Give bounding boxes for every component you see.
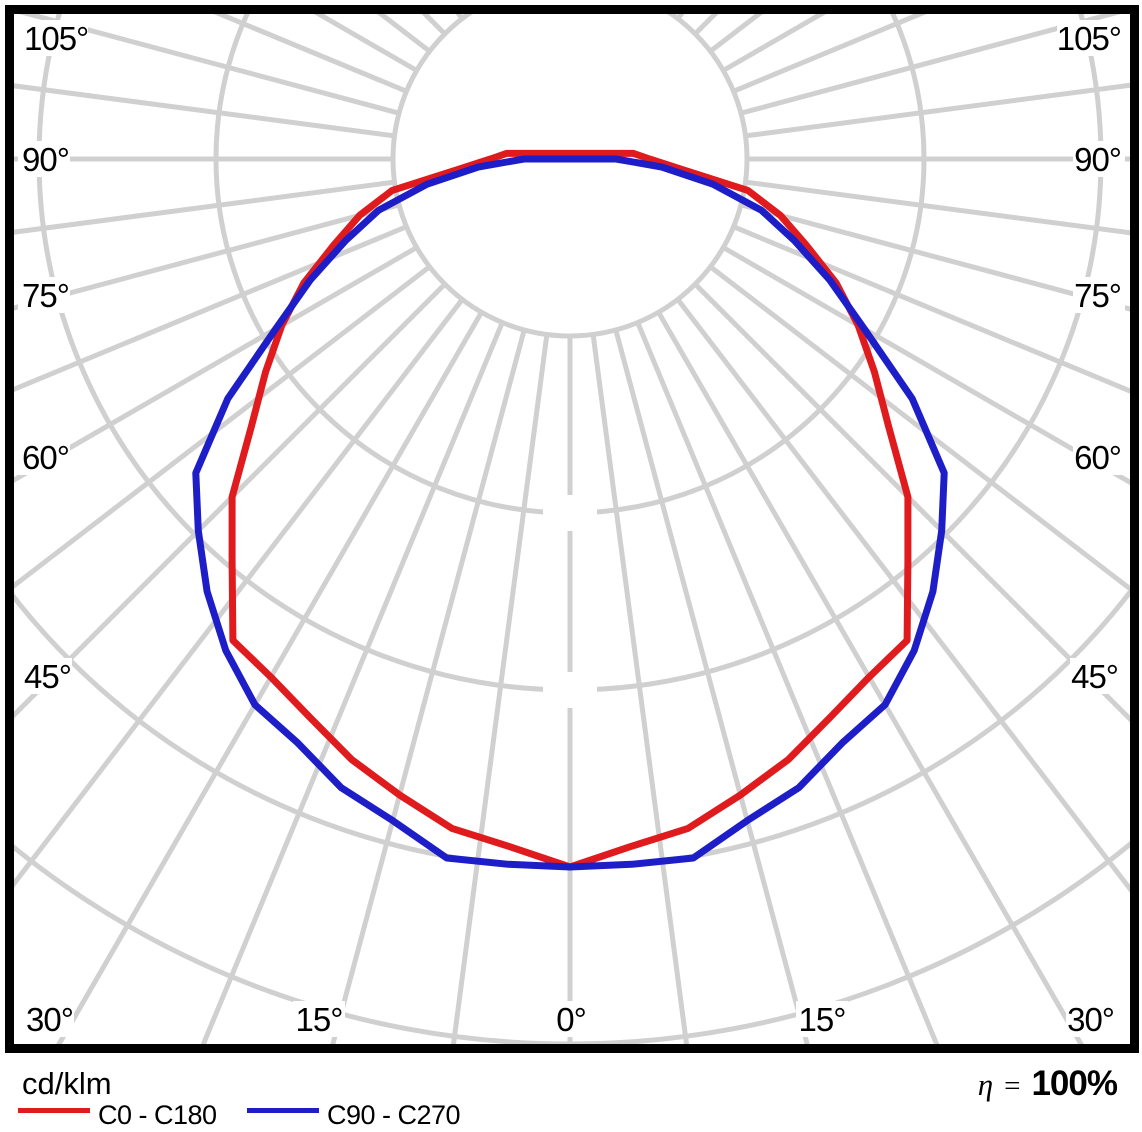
grid-spoke bbox=[656, 311, 1085, 1045]
grid-spoke bbox=[659, 0, 1142, 6]
angle-label-bg bbox=[1073, 439, 1125, 475]
eta-value: 100% bbox=[1031, 1064, 1118, 1103]
angle-label: 15° bbox=[296, 1001, 343, 1038]
legend-label-c90-c270: C90 - C270 bbox=[327, 1100, 461, 1130]
angle-label: 0° bbox=[556, 1001, 586, 1038]
angle-label: 30° bbox=[26, 1001, 73, 1038]
ring-label-gap bbox=[543, 672, 597, 708]
grid-spoke bbox=[722, 245, 1131, 486]
angle-label-bg bbox=[18, 277, 70, 313]
angle-label-bg bbox=[20, 20, 88, 56]
angle-label-bg bbox=[18, 439, 70, 475]
grid-spoke bbox=[14, 179, 395, 235]
grid-spoke bbox=[740, 13, 1125, 116]
grid-spoke bbox=[14, 245, 418, 483]
unit-label: cd/klm bbox=[22, 1066, 112, 1101]
grid-spoke bbox=[15, 13, 400, 116]
angle-label-bg bbox=[1066, 1001, 1118, 1037]
grid-spoke bbox=[745, 82, 1131, 139]
angle-label: 105° bbox=[24, 20, 88, 57]
angle-label: 30° bbox=[1067, 1001, 1114, 1038]
grid-spoke bbox=[14, 83, 395, 139]
angle-label: 45° bbox=[1071, 658, 1118, 695]
curve-c90-c270 bbox=[192, 155, 948, 871]
legend-label-c0-c180: C0 - C180 bbox=[98, 1100, 217, 1130]
grid-spoke bbox=[450, 334, 550, 1045]
legend-swatch-c90-c270 bbox=[247, 1108, 319, 1113]
plot-border bbox=[5, 5, 1139, 1053]
angle-label: 90° bbox=[22, 141, 69, 178]
angle-label-bg bbox=[293, 1001, 345, 1037]
angle-label: 105° bbox=[1057, 20, 1121, 57]
grid-spoke bbox=[635, 321, 940, 1045]
angle-label: 45° bbox=[24, 658, 71, 695]
efficiency-readout: η = 100% bbox=[977, 1064, 1118, 1104]
ring-label-gap bbox=[543, 495, 597, 531]
angle-label-bg bbox=[22, 1001, 74, 1037]
grid-spoke bbox=[675, 297, 1131, 895]
grid-spoke bbox=[745, 179, 1131, 236]
grid-spoke bbox=[0, 0, 482, 6]
grid-spoke bbox=[590, 334, 690, 1045]
angle-label: 60° bbox=[22, 439, 69, 476]
grid-spoke bbox=[740, 202, 1131, 312]
eta-symbol: η bbox=[977, 1067, 994, 1102]
angle-label-bg bbox=[796, 1001, 848, 1037]
grid-spoke bbox=[14, 297, 465, 888]
grid-spoke bbox=[693, 282, 1131, 724]
angle-label-bg bbox=[1073, 277, 1125, 313]
angle-label: 15° bbox=[799, 1001, 846, 1038]
angle-label: 75° bbox=[1074, 277, 1121, 314]
grid-spoke bbox=[708, 264, 1131, 593]
angle-label-bg bbox=[553, 1001, 589, 1037]
angle-label-bg bbox=[1070, 658, 1122, 694]
angle-label: 60° bbox=[1074, 439, 1121, 476]
angle-label: 75° bbox=[22, 277, 69, 314]
legend-swatch-c0-c180 bbox=[18, 1108, 90, 1113]
grid-spoke bbox=[55, 311, 484, 1045]
grid-spoke bbox=[14, 264, 432, 589]
grid-spoke bbox=[14, 282, 447, 719]
angle-label-bg bbox=[1073, 141, 1125, 177]
angle-label-bg bbox=[1057, 20, 1125, 56]
grid-spoke bbox=[732, 224, 1131, 395]
grid-spoke bbox=[14, 224, 408, 393]
angle-label-bg bbox=[18, 141, 70, 177]
grid-spoke bbox=[200, 321, 505, 1045]
eta-equals: = bbox=[1004, 1070, 1021, 1102]
angle-label-bg bbox=[20, 658, 72, 694]
angle-label: 90° bbox=[1074, 141, 1121, 178]
grid-spoke bbox=[14, 202, 400, 311]
